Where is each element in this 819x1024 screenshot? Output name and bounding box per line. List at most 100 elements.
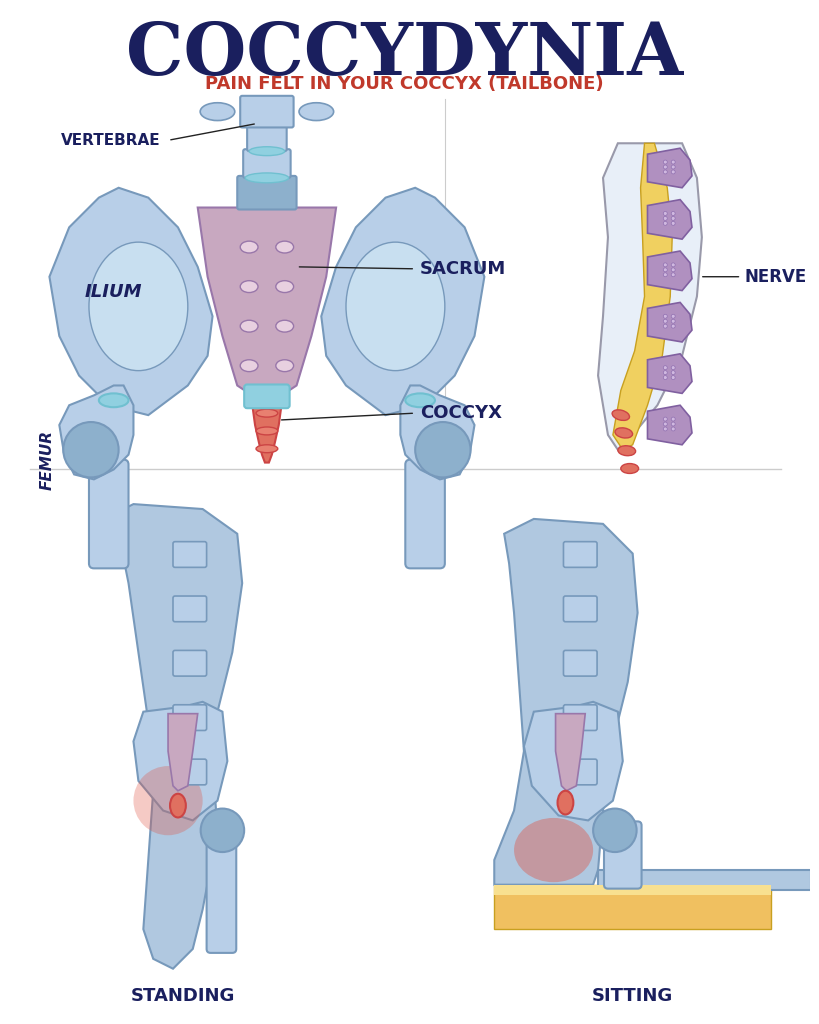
Circle shape (663, 376, 667, 380)
Polygon shape (321, 187, 484, 415)
Circle shape (672, 422, 675, 426)
Ellipse shape (240, 281, 258, 293)
Polygon shape (648, 251, 692, 291)
Ellipse shape (558, 791, 573, 814)
Ellipse shape (133, 766, 202, 836)
Polygon shape (648, 406, 692, 444)
Circle shape (672, 160, 675, 164)
Circle shape (663, 165, 667, 169)
Circle shape (663, 263, 667, 267)
Circle shape (672, 212, 675, 215)
Polygon shape (114, 504, 242, 969)
Text: ILIUM: ILIUM (85, 283, 143, 301)
Ellipse shape (618, 445, 636, 456)
Polygon shape (495, 519, 638, 885)
FancyBboxPatch shape (604, 821, 641, 889)
Circle shape (672, 319, 675, 324)
Ellipse shape (200, 102, 235, 121)
Polygon shape (648, 354, 692, 393)
Polygon shape (133, 701, 228, 820)
Circle shape (663, 170, 667, 174)
Polygon shape (49, 187, 213, 415)
Circle shape (663, 366, 667, 370)
FancyBboxPatch shape (405, 460, 445, 568)
Text: COCCYX: COCCYX (420, 404, 502, 422)
Polygon shape (197, 208, 336, 406)
FancyBboxPatch shape (173, 759, 206, 784)
Circle shape (201, 809, 244, 852)
Polygon shape (648, 200, 692, 240)
FancyBboxPatch shape (89, 460, 129, 568)
Circle shape (663, 319, 667, 324)
Text: PAIN FELT IN YOUR COCCYX (TAILBONE): PAIN FELT IN YOUR COCCYX (TAILBONE) (205, 75, 604, 93)
Circle shape (672, 170, 675, 174)
Circle shape (672, 427, 675, 431)
FancyBboxPatch shape (563, 542, 597, 567)
Ellipse shape (256, 427, 278, 435)
Polygon shape (252, 403, 282, 463)
Circle shape (672, 221, 675, 225)
Circle shape (663, 268, 667, 271)
Ellipse shape (170, 794, 186, 817)
Ellipse shape (89, 242, 188, 371)
Text: NERVE: NERVE (744, 267, 807, 286)
FancyBboxPatch shape (238, 176, 296, 210)
Polygon shape (648, 148, 692, 187)
Ellipse shape (245, 173, 288, 183)
Circle shape (672, 366, 675, 370)
Polygon shape (598, 143, 702, 450)
FancyBboxPatch shape (247, 126, 287, 152)
FancyBboxPatch shape (173, 650, 206, 676)
Circle shape (663, 371, 667, 375)
Circle shape (672, 314, 675, 318)
Circle shape (672, 216, 675, 220)
Circle shape (672, 263, 675, 267)
FancyBboxPatch shape (173, 542, 206, 567)
Text: SACRUM: SACRUM (420, 260, 506, 278)
Circle shape (63, 422, 119, 477)
Polygon shape (59, 385, 133, 479)
Circle shape (663, 272, 667, 276)
Circle shape (415, 422, 471, 477)
Circle shape (663, 314, 667, 318)
Circle shape (672, 272, 675, 276)
FancyBboxPatch shape (563, 596, 597, 622)
Polygon shape (495, 885, 771, 895)
Circle shape (672, 268, 675, 271)
Circle shape (672, 371, 675, 375)
FancyBboxPatch shape (173, 596, 206, 622)
Text: FEMUR: FEMUR (40, 430, 55, 489)
Circle shape (663, 427, 667, 431)
Polygon shape (495, 885, 771, 929)
FancyBboxPatch shape (240, 96, 293, 127)
Circle shape (593, 809, 636, 852)
Polygon shape (555, 714, 586, 791)
FancyBboxPatch shape (563, 650, 597, 676)
Ellipse shape (256, 444, 278, 453)
FancyBboxPatch shape (173, 705, 206, 730)
Polygon shape (400, 385, 474, 479)
Ellipse shape (99, 393, 129, 408)
Circle shape (672, 165, 675, 169)
Ellipse shape (240, 241, 258, 253)
Ellipse shape (615, 428, 632, 438)
Circle shape (663, 417, 667, 421)
Circle shape (663, 160, 667, 164)
Ellipse shape (240, 359, 258, 372)
Polygon shape (598, 869, 811, 890)
Polygon shape (613, 143, 672, 450)
FancyBboxPatch shape (206, 826, 236, 953)
FancyBboxPatch shape (243, 150, 291, 178)
Circle shape (672, 417, 675, 421)
Text: STANDING: STANDING (131, 987, 235, 1006)
Ellipse shape (240, 321, 258, 332)
Circle shape (672, 376, 675, 380)
FancyBboxPatch shape (563, 705, 597, 730)
Circle shape (663, 212, 667, 215)
Circle shape (663, 216, 667, 220)
Ellipse shape (346, 242, 445, 371)
Ellipse shape (249, 146, 285, 156)
Text: COCCYDYNIA: COCCYDYNIA (125, 18, 683, 90)
Circle shape (672, 325, 675, 328)
FancyBboxPatch shape (563, 759, 597, 784)
